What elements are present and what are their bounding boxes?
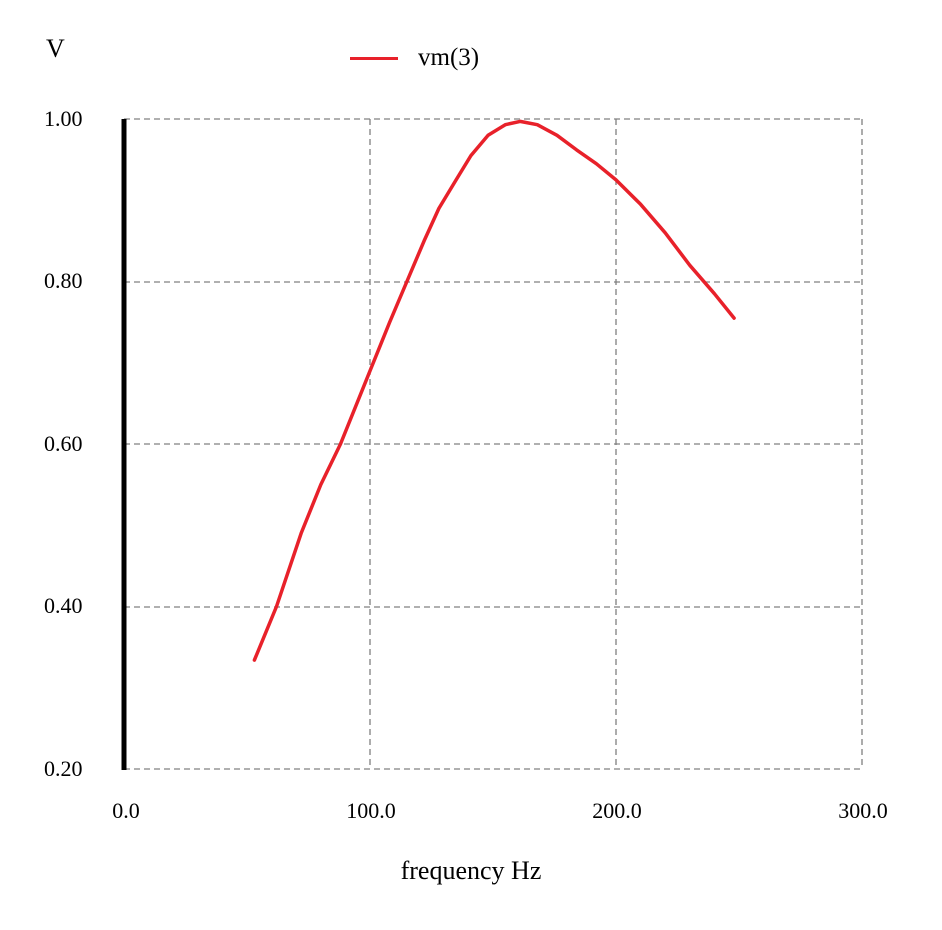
x-tick-label: 100.0 xyxy=(346,798,396,823)
y-tick-label: 1.00 xyxy=(44,106,83,131)
y-axis-label: V xyxy=(46,34,65,63)
y-tick-label: 0.80 xyxy=(44,268,83,293)
y-tick-label: 0.60 xyxy=(44,431,83,456)
x-tick-label: 0.0 xyxy=(112,798,140,823)
y-tick-label: 0.20 xyxy=(44,756,83,781)
series-vm3-line xyxy=(252,119,736,662)
x-axis-label: frequency Hz xyxy=(400,856,542,885)
x-tick-label: 300.0 xyxy=(838,798,888,823)
legend-line-swatch xyxy=(350,56,398,60)
y-tick-label: 0.40 xyxy=(44,593,83,618)
legend: vm(3) xyxy=(350,44,479,72)
grid xyxy=(124,118,863,770)
legend-label: vm(3) xyxy=(418,44,480,71)
x-tick-label: 200.0 xyxy=(592,798,642,823)
